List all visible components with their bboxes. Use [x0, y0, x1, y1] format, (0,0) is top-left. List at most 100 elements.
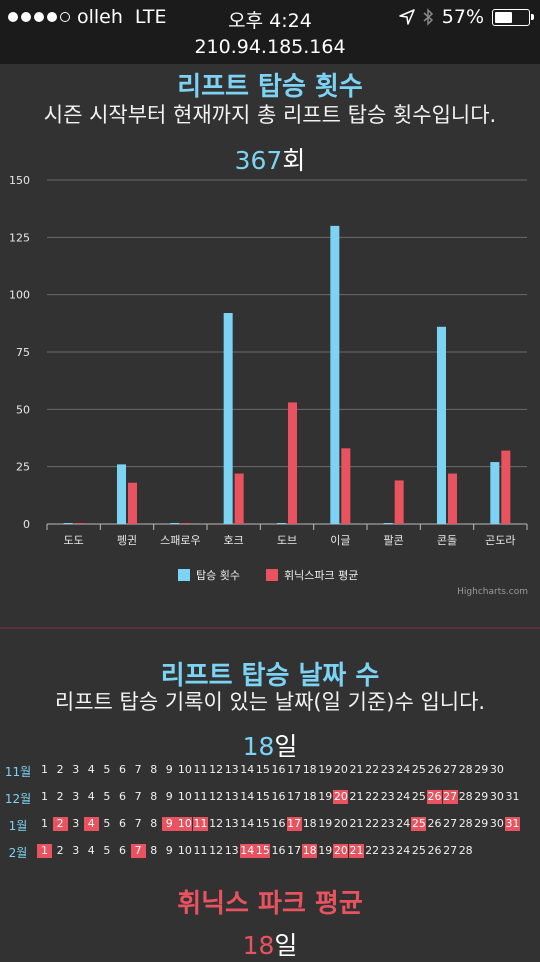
- calendar-day-ridden: 26: [427, 790, 442, 804]
- calendar-day: 19: [318, 817, 333, 830]
- calendar-day: 3: [72, 844, 80, 857]
- days-count-unit: 일: [274, 732, 298, 761]
- status-bar: olleh LTE 오후 4:24 57%: [0, 0, 540, 34]
- calendar-day: 16: [271, 763, 286, 776]
- calendar-day: 19: [318, 763, 333, 776]
- x-tick-label: 콘돌: [437, 534, 457, 547]
- calendar-row: 12월 1 2 3 4 5 6 7 8 9 10 11 12 13 14 15 16 17 18 19 20 21 22 23…: [0, 787, 540, 807]
- calendar-day-ridden: 14: [239, 844, 255, 858]
- rides-count-value: 367: [234, 146, 283, 175]
- bar-rides: [437, 326, 446, 524]
- calendar-day: 27: [443, 817, 458, 830]
- calendar-day: 30: [489, 817, 504, 830]
- calendar-day: 1: [41, 763, 48, 776]
- calendar-month-label: 12월: [4, 792, 32, 806]
- park-count-unit: 일: [274, 931, 298, 960]
- calendar-day: 25: [411, 844, 426, 857]
- calendar-day: 24: [396, 817, 411, 830]
- calendar-day: 18: [302, 817, 317, 830]
- calendar-day: 29: [474, 763, 489, 776]
- calendar-day: 23: [380, 790, 395, 803]
- bar-average: [181, 523, 191, 524]
- bar-average: [394, 480, 404, 524]
- battery-percent: 57%: [441, 6, 484, 28]
- battery-level: [495, 11, 512, 23]
- calendar-day: 26: [427, 817, 442, 830]
- calendar-day: 5: [103, 817, 111, 830]
- calendar-day: 27: [443, 844, 458, 857]
- calendar-day: 14: [240, 817, 255, 830]
- calendar-day: 20: [333, 817, 348, 830]
- days-count: 18일: [0, 727, 540, 763]
- days-subtitle: 리프트 탑승 기록이 있는 날짜(일 기준)수 입니다.: [54, 690, 486, 714]
- x-tick-label: 스패로우: [160, 534, 200, 547]
- calendar-day: 5: [103, 790, 111, 803]
- calendar-day: 4: [87, 844, 95, 857]
- calendar-day: 17: [287, 844, 302, 857]
- status-right: 57%: [399, 6, 534, 28]
- x-tick-label: 펭귄: [117, 534, 137, 547]
- battery-icon: [492, 8, 534, 26]
- calendar-row: 2월 1 2 3 4 5 6 7 8 9 10 11 12 13 14 15 16 17 18 19 20 21 22 23 2…: [0, 841, 540, 861]
- bar-average: [448, 473, 457, 524]
- calendar-day-ridden: 9: [161, 817, 177, 831]
- calendar-day: 16: [271, 817, 286, 830]
- calendar-day: 13: [224, 817, 239, 830]
- calendar-day: 11: [193, 790, 208, 803]
- calendar-day: 24: [396, 790, 411, 803]
- calendar-day: 22: [365, 790, 380, 803]
- calendar-day: 19: [318, 844, 333, 857]
- calendar-day: 13: [224, 790, 239, 803]
- days-count-value: 18: [242, 732, 275, 761]
- bar-rides: [63, 523, 73, 524]
- calendar-row: 1월 1 2 3 4 5 6 7 8 9 10 11 12 13 14 15 16 17 18 19 20 21 22 23 2…: [0, 814, 540, 834]
- calendar-day: 15: [255, 763, 270, 776]
- x-tick-label: 곤도라: [485, 534, 515, 547]
- x-tick-label: 도브: [277, 534, 297, 547]
- x-tick-label: 이글: [330, 534, 350, 547]
- calendar-day: 8: [150, 844, 158, 857]
- y-tick-label: 100: [9, 289, 30, 302]
- calendar-day: 13: [224, 844, 239, 857]
- bar-rides: [170, 523, 180, 524]
- calendar-day: 10: [177, 844, 192, 857]
- carrier-name: olleh: [77, 6, 123, 28]
- calendar-day: 18: [302, 790, 317, 803]
- calendar-day: 4: [87, 790, 95, 803]
- x-tick-label: 팔콘: [384, 534, 404, 547]
- calendar-day: 2: [56, 763, 64, 776]
- calendar-day: 1: [41, 790, 48, 803]
- calendar-day: 20: [333, 763, 348, 776]
- calendar-day: 29: [474, 817, 489, 830]
- calendar-day: 6: [119, 790, 126, 803]
- calendar-day: 24: [396, 844, 411, 857]
- x-tick-label: 도도: [64, 534, 84, 547]
- calendar-day: 31: [505, 790, 520, 803]
- calendar-day: 2: [56, 790, 64, 803]
- calendar-day: 15: [255, 790, 270, 803]
- calendar-day: 7: [134, 817, 142, 830]
- calendar-day: 2: [56, 844, 64, 857]
- calendar-day: 17: [287, 763, 302, 776]
- park-count-value: 18: [242, 931, 275, 960]
- calendar-day: 16: [271, 790, 286, 803]
- rides-count: 367회: [0, 141, 540, 177]
- calendar-day-ridden: 4: [83, 817, 99, 831]
- calendar-day-ridden: 20: [333, 844, 349, 858]
- calendar-day: 13: [224, 763, 239, 776]
- calendar-day: 26: [427, 844, 442, 857]
- calendar-day: 25: [411, 790, 426, 803]
- calendar-day: 14: [240, 763, 255, 776]
- calendar-day: 28: [458, 763, 473, 776]
- calendar-day: 22: [365, 817, 380, 830]
- calendar-day: 3: [72, 790, 80, 803]
- park-title: 휘닉스 파크 평균: [177, 889, 363, 919]
- address-bar[interactable]: 210.94.185.164: [0, 34, 540, 64]
- calendar-day: 4: [87, 763, 95, 776]
- legend-label-rides: 탑승 횟수: [196, 569, 240, 582]
- calendar-day: 5: [103, 763, 111, 776]
- calendar-day: 12: [209, 763, 224, 776]
- calendar-day: 19: [318, 790, 333, 803]
- calendar-day-ridden: 2: [52, 817, 68, 831]
- calendar-day-ridden: 25: [411, 817, 427, 831]
